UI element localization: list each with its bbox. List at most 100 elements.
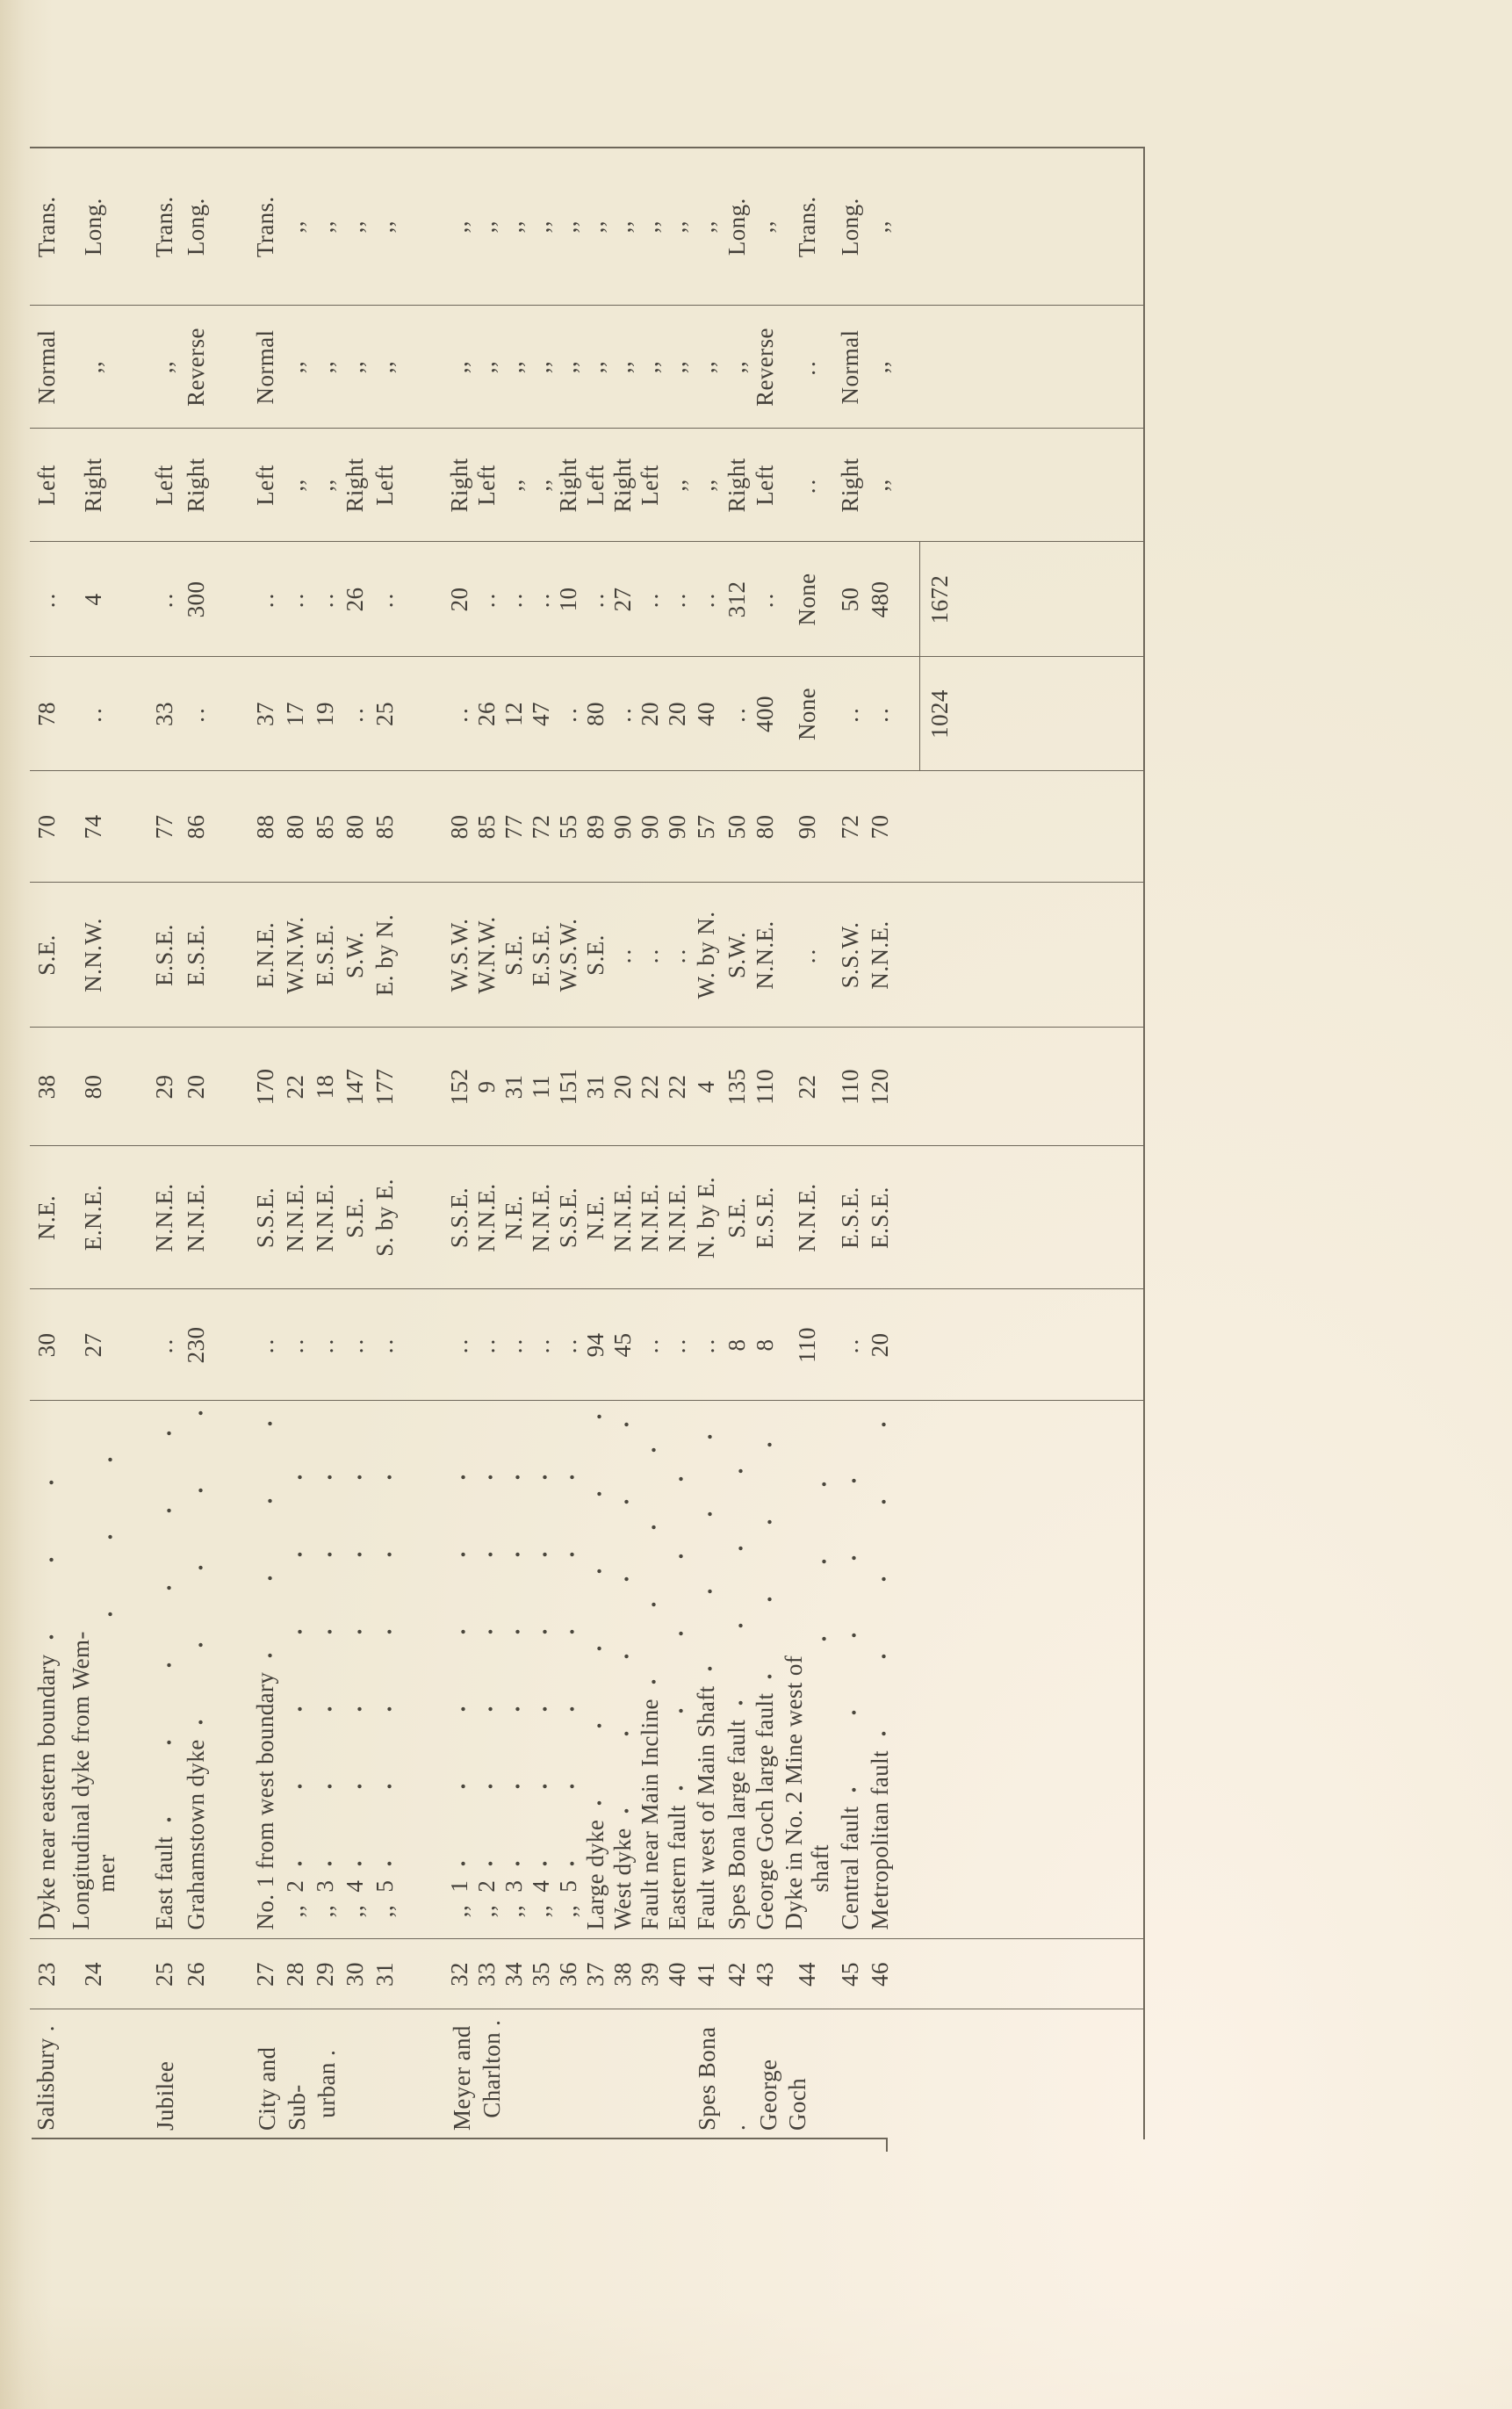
cell-throw-b: 80 [582,657,609,771]
cell-strike: S.S.E. [251,1146,281,1289]
description-text: No. 1 from west boundary [252,1671,279,1930]
cell-dip-empty [961,771,1144,883]
description-text: ,, 4 [528,1879,554,1930]
cell-dip: 80 [446,771,473,883]
cell-dip-direction: S.E. [500,883,528,1028]
cell-description: Longitudinal dyke from Wem- mer [65,1401,123,1939]
rotated-table-area: Salisbury . 23 Dyke near eastern boundary 3… [30,147,1145,2152]
cell-throw-b: .. [341,657,371,771]
cell-dip-direction: N.N.E. [752,883,780,1028]
cell-throw-b: .. [181,657,212,771]
cell-length-empty [961,1028,1144,1146]
cell-description: ,, 3 [311,1401,341,1939]
cell-throw-a: .. [528,542,555,657]
cell-dip-direction: .. [609,883,637,1028]
cell-throw-b: 40 [691,657,722,771]
cell-left-right: Left [251,429,281,542]
cell-length: 38 [30,1028,65,1146]
description-text: Central fault [836,1806,863,1930]
leader-dots [385,1410,392,1866]
cell-tl-empty [895,148,920,306]
cell-throw-a: 480 [865,542,896,657]
cell-dipdir-empty [895,883,920,1028]
cell-dip-direction: W. by N. [691,883,722,1028]
cell-throwb-empty [123,657,149,771]
cell-description: ,, 5 [371,1401,400,1939]
cell-trans-long: ,, [528,148,555,306]
cell-dip-empty [400,771,446,883]
cell-dip-direction: S.S.W. [835,883,866,1028]
cell-dip: 86 [181,771,212,883]
cell-width: .. [555,1289,582,1401]
cell-throw-a: .. [582,542,609,657]
cell-row-number: 43 [752,1939,780,2009]
cell-throw-b: None [779,657,836,771]
description-text: ,, 5 [555,1879,581,1930]
group-spacer-row [123,148,149,2139]
cell-width: .. [637,1289,664,1401]
cell-left-right: Right [835,429,866,542]
cell-description: Grahamstown dyke [181,1401,212,1939]
cell-normal-reverse: Normal [835,306,866,429]
cell-width: 230 [181,1289,212,1401]
leader-dots [651,1410,658,1685]
leader-dots [296,1410,303,1866]
cell-width-empty [212,1289,251,1401]
cell-dip-empty [123,771,149,883]
cell-strike: S.E. [341,1146,371,1289]
cell-throw-b: 12 [500,657,528,771]
group-spacer-row [212,148,251,2139]
cell-throw-a: .. [30,542,65,657]
cell-left-right: Right [181,429,212,542]
cell-strike-empty [961,1146,1144,1289]
cell-nr-empty [400,306,446,429]
cell-left-right: Left [149,429,181,542]
cell-width: .. [664,1289,691,1401]
cell-row-number: 30 [341,1939,371,2009]
cell-dip-direction: W.S.W. [446,883,473,1028]
cell-row-number: 39 [637,1939,664,2009]
cell-dip-direction: .. [779,883,836,1028]
cell-strike: E.S.E. [752,1146,780,1289]
cell-left-right: Left [473,429,500,542]
cell-dip-empty [919,771,962,883]
cell-width: .. [251,1289,281,1401]
cell-throwa-empty [123,542,149,657]
cell-dip-direction: S.W. [721,883,752,1028]
cell-normal-reverse: ,, [341,306,371,429]
cell-dip: 50 [721,771,752,883]
cell-throw-a: 4 [65,542,123,657]
leader-dots [165,1410,172,1822]
filler-row [961,148,1144,2139]
cell-throw-b: .. [721,657,752,771]
cell-throw-a: .. [311,542,341,657]
cell-left-right: Right [609,429,637,542]
leader-dots [542,1410,549,1866]
table-row-40: 40 Eastern fault.. N.N.E. 22.. 90 20..,,,,,, [664,148,691,2139]
cell-length: 135 [721,1028,752,1146]
cell-dip-direction: E.S.E. [149,883,181,1028]
leader-dots [706,1410,713,1672]
cell-width: .. [281,1289,311,1401]
cell-desc-empty [895,1401,920,1939]
table-row-45: 45 Central fault.. E.S.E. 110 S.S.W. 72.. 50 Ri… [835,148,866,2139]
cell-no-empty [961,1939,1144,2009]
cell-strike-empty [895,1146,920,1289]
cell-dip-direction: S.E. [30,883,65,1028]
cell-throwa-empty [400,542,446,657]
cell-throw-a: .. [691,542,722,657]
cell-no-empty [212,1939,251,2009]
leader-dots [766,1410,773,1679]
cell-row-number: 31 [371,1939,400,2009]
cell-normal-reverse: ,, [149,306,181,429]
cell-dip: 70 [865,771,896,883]
cell-throw-b: 37 [251,657,281,771]
cell-normal-reverse: ,, [582,306,609,429]
cell-description: ,, 1 [446,1401,473,1939]
cell-strike-empty [123,1146,149,1289]
cell-normal-reverse: Reverse [181,306,212,429]
cell-row-number: 46 [865,1939,896,2009]
cell-width: .. [500,1289,528,1401]
cell-trans-long: Trans. [779,148,836,306]
